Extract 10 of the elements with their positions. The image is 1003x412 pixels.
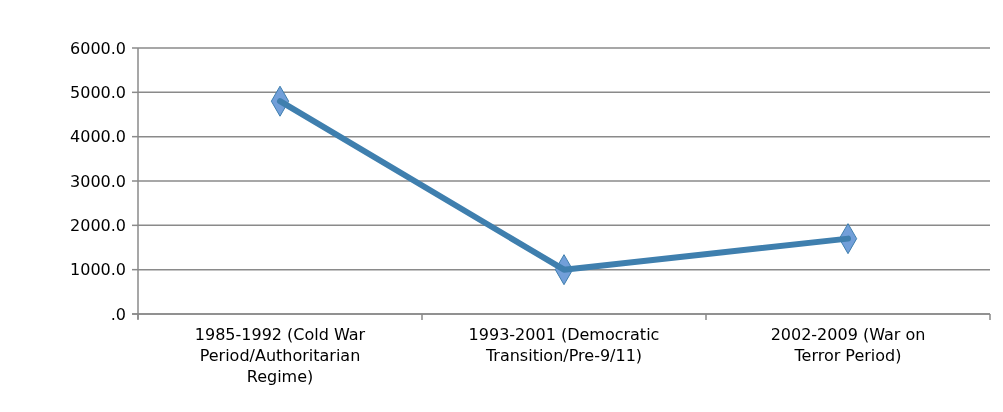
y-tick-label: 2000.0 <box>70 215 126 235</box>
y-tick-label: 5000.0 <box>70 82 126 102</box>
y-tick-label: .0 <box>110 304 126 324</box>
x-tick-label: 1993-2001 (Democratic Transition/Pre-9/11) <box>468 325 660 365</box>
y-tick-label: 1000.0 <box>70 260 126 280</box>
x-tick-label: 1985-1992 (Cold War Period/Authoritarian Regime) <box>194 325 366 386</box>
y-tick-label: 3000.0 <box>70 171 126 191</box>
y-tick-label: 6000.0 <box>70 38 126 58</box>
x-tick-label: 2002-2009 (War on Terror Period) <box>770 325 926 365</box>
y-tick-label: 4000.0 <box>70 127 126 147</box>
